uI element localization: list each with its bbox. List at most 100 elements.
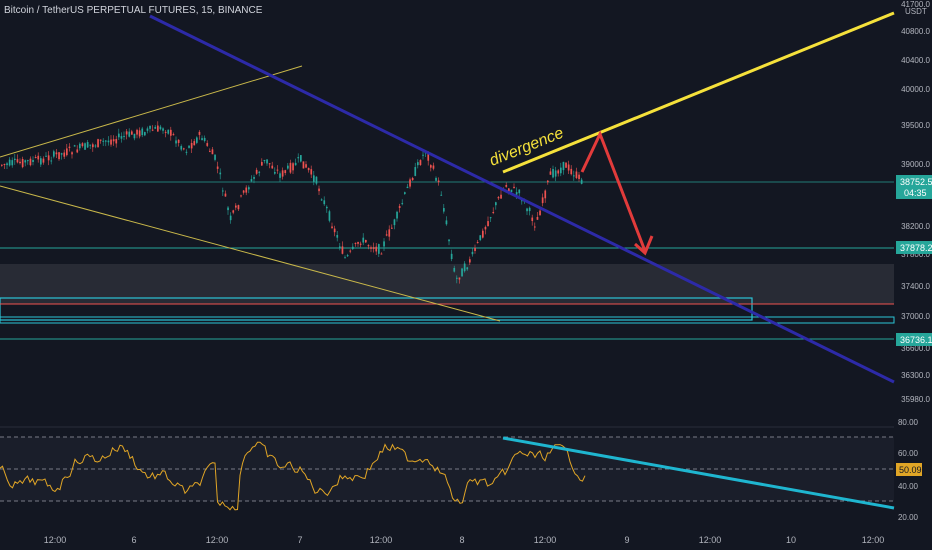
price-tick-label: 39000.0 (901, 160, 930, 169)
time-tick-label: 12:00 (534, 535, 557, 545)
svg-text:04:35: 04:35 (904, 188, 927, 198)
candle-body (300, 155, 302, 162)
candle-body (508, 188, 510, 192)
candle-body (120, 136, 123, 139)
candle-body (482, 230, 484, 238)
candle-body (466, 267, 469, 270)
candle-body (250, 179, 253, 182)
rsi-line (0, 441, 586, 511)
candle-body (190, 142, 193, 149)
projection-arrow (580, 130, 647, 252)
price-tick-label: 37400.0 (901, 282, 930, 291)
demand-box[interactable] (0, 297, 753, 321)
candle-body (19, 161, 21, 164)
candle-body (448, 239, 450, 242)
candle-body (328, 211, 331, 221)
candle-body (302, 161, 305, 169)
candle-body (474, 247, 476, 251)
candle-body (404, 192, 406, 194)
candle-body (323, 200, 326, 205)
candle-body (557, 170, 560, 174)
candle-body (354, 242, 357, 244)
candle-body (180, 146, 183, 150)
time-tick-label: 8 (459, 535, 464, 545)
support-zone (0, 264, 894, 304)
candle-body (276, 169, 279, 171)
demand-box-lower[interactable] (0, 316, 895, 324)
descending-trendline[interactable] (149, 14, 895, 384)
candle-body (40, 158, 42, 165)
price-tick-label: 37800.0 (901, 250, 930, 259)
candle-body (112, 139, 115, 142)
candle-body (63, 152, 66, 157)
candle-body (565, 162, 567, 168)
rsi-trendline[interactable] (502, 436, 895, 510)
candle-body (406, 186, 409, 189)
candle-body (164, 131, 167, 133)
rsi-badge: 50.09 (896, 463, 922, 476)
candle-body (505, 185, 508, 187)
time-tick-label: 7 (297, 535, 302, 545)
candle-body (393, 219, 396, 226)
rsi-tick-label: 40.00 (898, 482, 919, 491)
candle-body (144, 132, 146, 136)
time-tick-label: 12:00 (206, 535, 229, 545)
candle-body (573, 175, 575, 177)
candle-body (492, 211, 495, 213)
candle-body (21, 158, 24, 168)
candle-body (97, 139, 99, 148)
candle-body (58, 152, 60, 160)
price-tick-label: 35980.0 (901, 395, 930, 404)
candle-body (383, 241, 385, 247)
svg-text:50.09: 50.09 (899, 465, 922, 475)
candle-body (385, 234, 388, 236)
channel-lower-line[interactable] (0, 185, 501, 322)
candle-body (237, 205, 240, 210)
candle-body (1, 164, 3, 166)
price-axis[interactable]: 41700.0 40800.0 40400.0 40000.0 39500.0 39000… (901, 0, 930, 404)
candle-body (352, 246, 354, 250)
candle-body (380, 253, 383, 255)
candle-body (578, 174, 580, 180)
candle-body (242, 190, 245, 193)
candle-body (313, 175, 315, 182)
candle-body (229, 215, 232, 221)
candle-body (157, 125, 159, 132)
candle-body (305, 164, 307, 168)
candle-body (8, 159, 11, 166)
candle-body (294, 162, 297, 166)
candle-body (198, 131, 201, 135)
candle-body (79, 143, 81, 149)
channel-upper-line[interactable] (0, 65, 303, 158)
candle-body (456, 277, 458, 279)
candle-body (151, 129, 154, 131)
divergence-trendline[interactable] (502, 11, 895, 174)
candle-body (170, 129, 172, 136)
time-tick-label: 6 (131, 535, 136, 545)
candle-body (263, 159, 266, 162)
candle-body (326, 206, 328, 209)
candle-body (266, 159, 268, 164)
time-axis[interactable]: 12:00 6 12:00 7 12:00 8 12:00 9 12:00 10 12:00 (44, 535, 885, 545)
candle-body (526, 208, 528, 212)
candle-body (539, 210, 541, 216)
price-tick-label: 36300.0 (901, 371, 930, 380)
candle-body (495, 202, 497, 206)
candle-body (401, 203, 404, 205)
candle-body (211, 149, 214, 155)
candle-body (154, 126, 157, 129)
candle-body (461, 268, 463, 277)
candle-body (310, 169, 313, 175)
candle-body (89, 144, 92, 146)
candle-body (185, 151, 188, 153)
candle-body (92, 144, 94, 148)
rsi-axis[interactable]: 80.00 60.00 40.00 20.00 (898, 418, 919, 522)
candle-body (193, 141, 196, 146)
candle-body (391, 227, 393, 229)
svg-text:36736.1: 36736.1 (900, 335, 932, 345)
candle-body (86, 142, 89, 148)
candle-body (450, 253, 453, 260)
candle-body (50, 160, 53, 162)
candle-body (476, 242, 479, 244)
